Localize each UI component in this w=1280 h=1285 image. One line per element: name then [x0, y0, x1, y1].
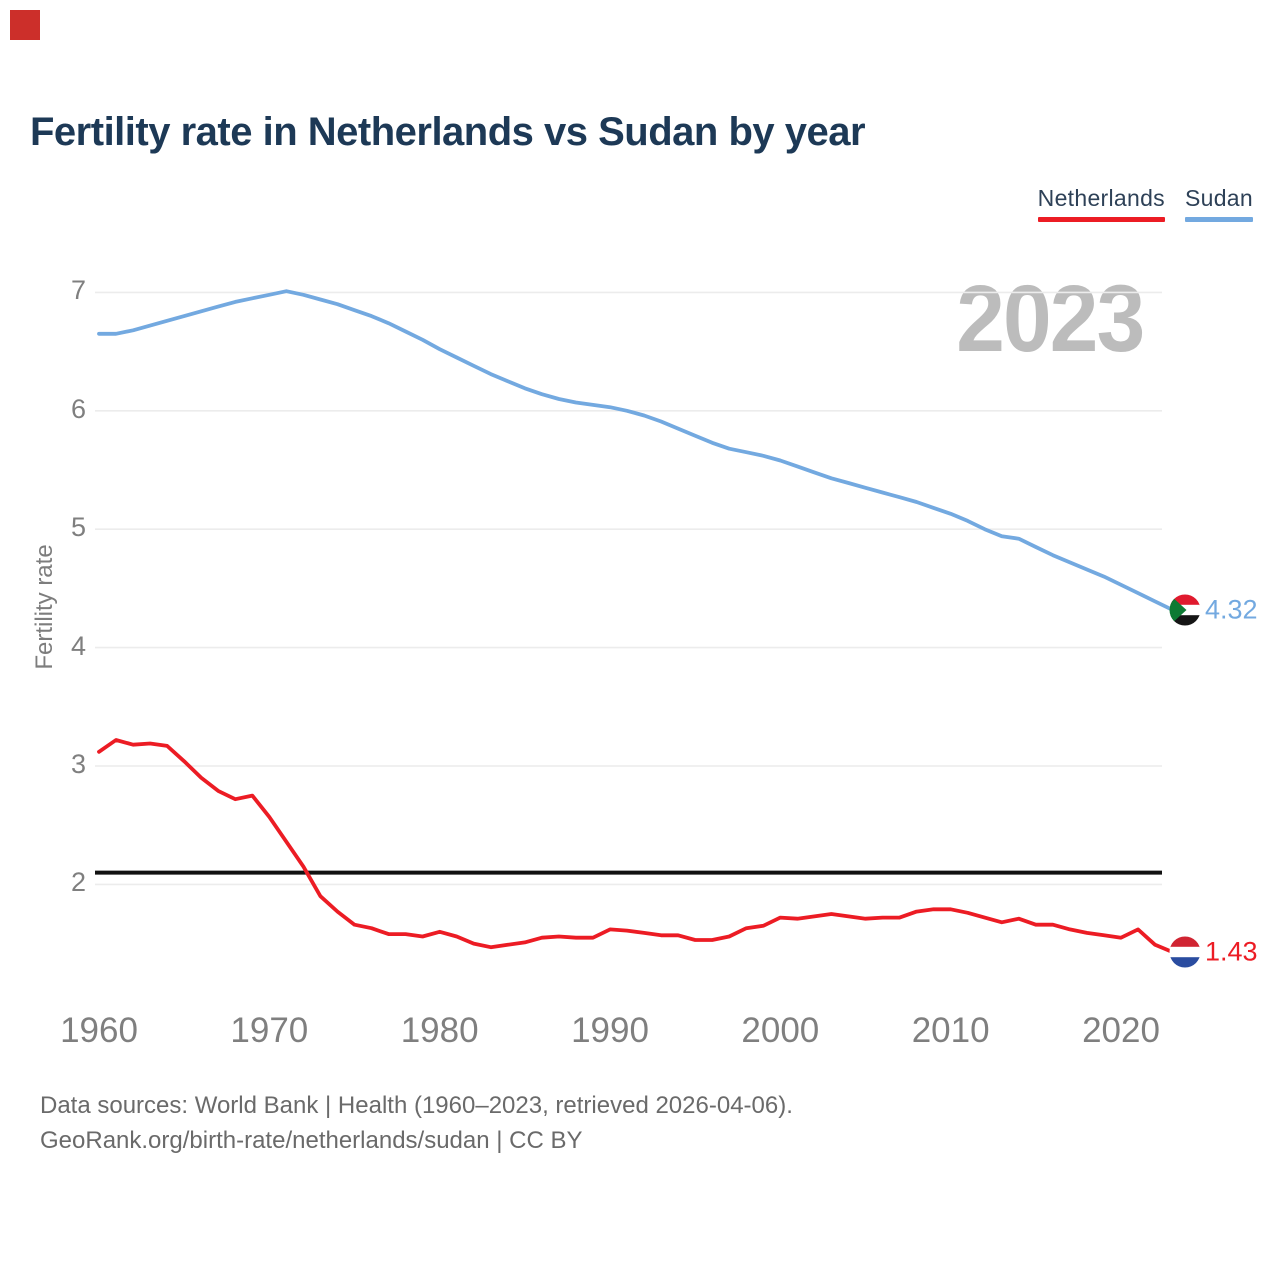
legend-label-sudan: Sudan	[1184, 185, 1253, 211]
x-tick-label: 2020	[1082, 1011, 1160, 1050]
y-tick-label: 7	[70, 275, 86, 306]
x-tick-label: 1960	[60, 1011, 138, 1050]
footer: Data sources: World Bank | Health (1960–…	[40, 1088, 793, 1158]
y-tick-label: 6	[70, 393, 86, 424]
legend-item-netherlands[interactable]: Netherlands	[1037, 185, 1165, 222]
x-tick-label: 1970	[230, 1011, 309, 1050]
y-tick-label: 3	[70, 749, 86, 780]
end-value-label-sudan: 4.32	[1205, 594, 1258, 625]
y-tick-label: 5	[70, 512, 86, 543]
x-tick-label: 2000	[741, 1011, 820, 1050]
legend: Netherlands Sudan	[1037, 185, 1253, 222]
x-tick-label: 1990	[571, 1011, 649, 1050]
legend-underline-sudan	[1184, 217, 1253, 222]
y-tick-label: 4	[70, 630, 86, 661]
x-tick-label: 1980	[400, 1011, 479, 1050]
legend-underline-netherlands	[1037, 217, 1165, 222]
legend-label-netherlands: Netherlands	[1037, 185, 1165, 211]
x-tick-label: 2010	[911, 1011, 990, 1050]
footer-source-line: Data sources: World Bank | Health (1960–…	[40, 1092, 793, 1119]
footer-license-line: GeoRank.org/birth-rate/netherlands/sudan…	[40, 1127, 583, 1154]
watermark-year: 2023	[955, 266, 1145, 372]
end-value-label-netherlands: 1.43	[1205, 936, 1258, 967]
y-tick-label: 2	[70, 867, 86, 898]
page-title: Fertility rate in Netherlands vs Sudan b…	[30, 110, 866, 154]
legend-item-sudan[interactable]: Sudan	[1184, 185, 1253, 222]
corner-marker	[10, 10, 40, 40]
